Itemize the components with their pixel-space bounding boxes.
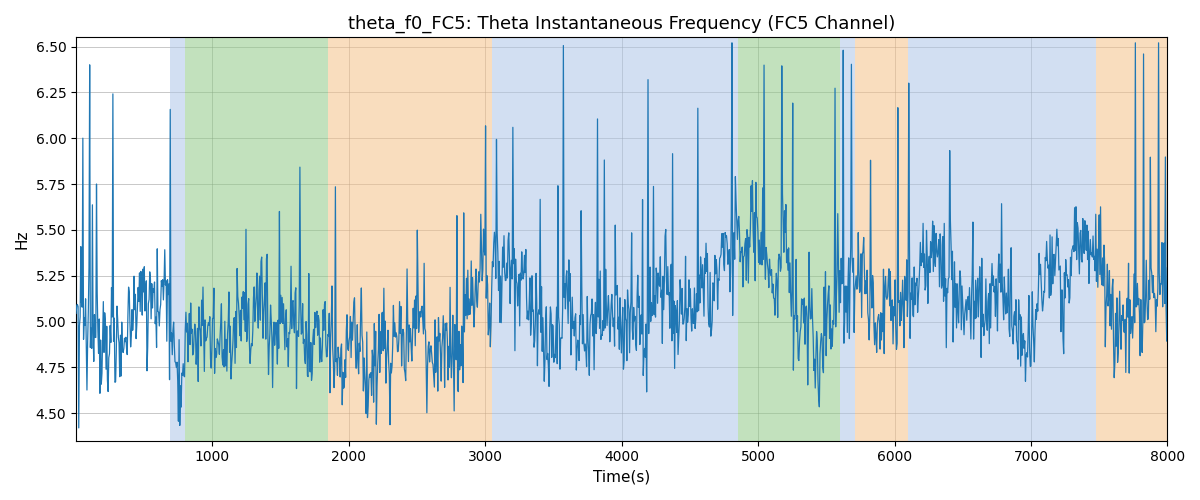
Y-axis label: Hz: Hz [14, 230, 30, 249]
Bar [329, 38, 492, 440]
X-axis label: Time(s): Time(s) [593, 470, 650, 485]
Bar [185, 38, 329, 440]
Bar [856, 38, 908, 440]
Bar [1097, 38, 1168, 440]
Bar [840, 38, 856, 440]
Title: theta_f0_FC5: Theta Instantaneous Frequency (FC5 Channel): theta_f0_FC5: Theta Instantaneous Freque… [348, 15, 895, 34]
Bar [492, 38, 718, 440]
Bar [738, 38, 780, 440]
Bar [170, 38, 185, 440]
Bar [908, 38, 1097, 440]
Bar [718, 38, 738, 440]
Bar [780, 38, 840, 440]
